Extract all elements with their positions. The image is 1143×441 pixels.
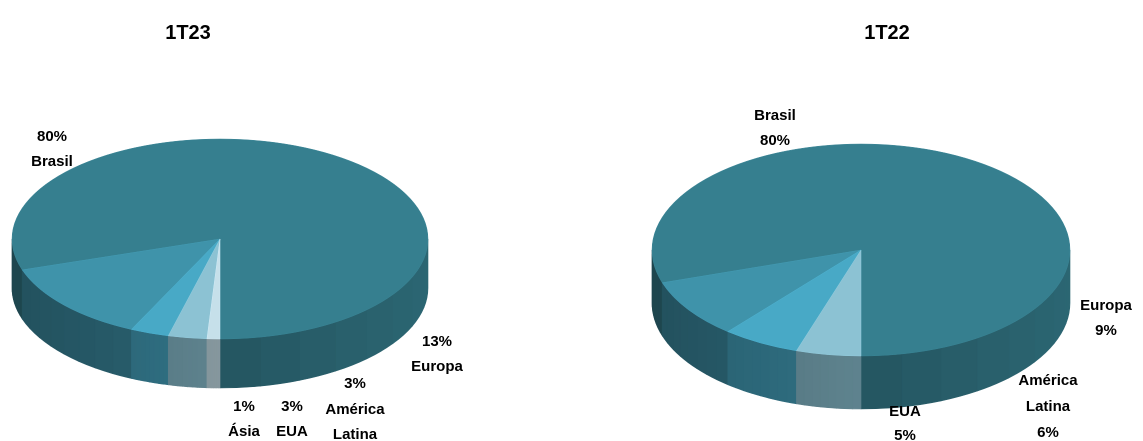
- slice-side-europa: [673, 295, 681, 357]
- pie-1t22: [651, 143, 1071, 410]
- slice-side-eua: [196, 338, 203, 388]
- slice-side-eua: [811, 352, 821, 408]
- slice-side-europa: [696, 315, 707, 375]
- slice-side-america-latina: [153, 333, 160, 384]
- slice-side-brasil: [901, 347, 942, 408]
- slice-side-europa: [112, 324, 132, 379]
- slice-side-eua: [819, 353, 829, 409]
- slice-side-america-latina: [777, 346, 788, 403]
- slice-side-eua: [201, 338, 208, 389]
- slice-side-america-latina: [768, 344, 779, 401]
- slice-side-eua: [182, 337, 188, 388]
- data-label-1t22-europa-name: Europa: [1080, 297, 1132, 314]
- data-label-1t23-america-latina-name-line1: América: [325, 401, 385, 418]
- data-label-1t22-brasil-value: 80%: [760, 132, 790, 149]
- slice-side-europa: [716, 326, 729, 386]
- slice-side-brasil: [219, 336, 261, 389]
- chart-title-1t23: 1T23: [165, 22, 211, 44]
- slice-side-eua: [192, 337, 198, 388]
- chart-title-1t22: 1T22: [864, 22, 910, 44]
- slice-side-eua: [836, 354, 845, 409]
- slice-side-europa: [706, 320, 718, 381]
- slice-side-eua: [177, 336, 183, 387]
- slice-side-america-latina: [131, 329, 137, 380]
- pie-tops: [651, 143, 1071, 357]
- pie-sides: [11, 238, 429, 389]
- slice-side-brasil: [659, 277, 663, 337]
- slice-side-brasil: [17, 262, 21, 317]
- data-label-1t23-eua-name: EUA: [276, 423, 308, 440]
- data-label-1t22-america-latina-name-line2: Latina: [1026, 398, 1071, 415]
- data-label-1t22-america-latina-name-line1: América: [1018, 372, 1078, 389]
- slice-side-eua: [828, 354, 837, 409]
- data-label-1t23-europa-value: 13%: [422, 333, 452, 350]
- labels-1t23: 80% Brasil 13% Europa 3% América Latina …: [31, 128, 463, 441]
- slice-side-america-latina: [149, 332, 155, 384]
- slice-side-america-latina: [760, 342, 770, 399]
- slice-side-europa: [50, 296, 65, 355]
- slice-side-europa: [94, 318, 114, 375]
- slice-side-america-latina: [786, 348, 797, 405]
- slice-side-america-latina: [163, 334, 169, 386]
- slice-side-eua: [187, 337, 193, 388]
- data-label-1t23-eua-value: 3%: [281, 398, 303, 415]
- slice-side-america-latina: [727, 331, 736, 389]
- slice-side-eua: [796, 350, 805, 406]
- data-label-1t23-europa-name: Europa: [411, 358, 463, 375]
- slice-side-europa: [78, 311, 96, 369]
- chart-1t23: 1T23 80% Brasil 13% Europa 3% América La…: [11, 22, 463, 441]
- slice-side-europa: [21, 268, 31, 330]
- slice-side-eua: [172, 336, 179, 387]
- slice-side-europa: [687, 308, 698, 370]
- slice-side-america-latina: [751, 339, 761, 397]
- slice-eua: [796, 249, 862, 357]
- slice-side-brasil: [860, 353, 903, 410]
- data-label-1t22-europa-value: 9%: [1095, 322, 1117, 339]
- slice-side-eua: [844, 355, 854, 410]
- slice-side-europa: [39, 287, 52, 347]
- slice-europa: [661, 249, 862, 332]
- data-label-1t22-america-latina-value: 6%: [1037, 424, 1059, 441]
- slice-side-eua: [852, 355, 862, 410]
- slice-side-eua: [167, 335, 174, 386]
- labels-1t22: Brasil 80% Europa 9% América Latina 6% E…: [754, 107, 1132, 441]
- slice-side-eua: [803, 351, 813, 407]
- slice-side-brasil: [299, 321, 336, 381]
- slice-side-europa: [63, 304, 80, 362]
- slice-side-america-latina: [735, 334, 744, 392]
- data-label-1t23-asia-value: 1%: [233, 398, 255, 415]
- data-label-1t22-brasil-name: Brasil: [754, 107, 796, 124]
- data-label-1t22-eua-name: EUA: [889, 403, 921, 420]
- slice-side-brasil: [940, 337, 978, 402]
- slice-side-america-latina: [135, 330, 141, 381]
- data-label-1t22-eua-value: 5%: [894, 427, 916, 441]
- slice-side-asia: [206, 338, 209, 389]
- slice-side-europa: [29, 278, 40, 339]
- slice-side-america-latina: [743, 337, 753, 394]
- pie-tops: [11, 138, 429, 340]
- slice-side-brasil: [19, 265, 23, 320]
- slice-asia: [206, 238, 221, 340]
- chart-1t22: 1T22 Brasil 80% Europa 9% América Latina…: [651, 22, 1132, 441]
- slice-europa: [21, 238, 221, 330]
- data-label-1t23-asia-name: Ásia: [228, 423, 260, 440]
- data-label-1t23-america-latina-name-line2: Latina: [333, 426, 378, 441]
- data-label-1t23-brasil-name: Brasil: [31, 153, 73, 170]
- slice-side-brasil: [260, 331, 300, 387]
- slice-side-brasil: [657, 274, 661, 333]
- slice-side-europa: [661, 281, 668, 344]
- data-label-1t23-america-latina-value: 3%: [344, 375, 366, 392]
- slice-side-america-latina: [158, 334, 164, 385]
- data-label-1t23-brasil-value: 80%: [37, 128, 67, 145]
- slice-side-europa: [679, 302, 689, 364]
- slice-side-america-latina: [140, 331, 146, 382]
- pie-1t23: [11, 138, 429, 389]
- slice-side-europa: [666, 288, 674, 351]
- slice-side-america-latina: [144, 331, 150, 383]
